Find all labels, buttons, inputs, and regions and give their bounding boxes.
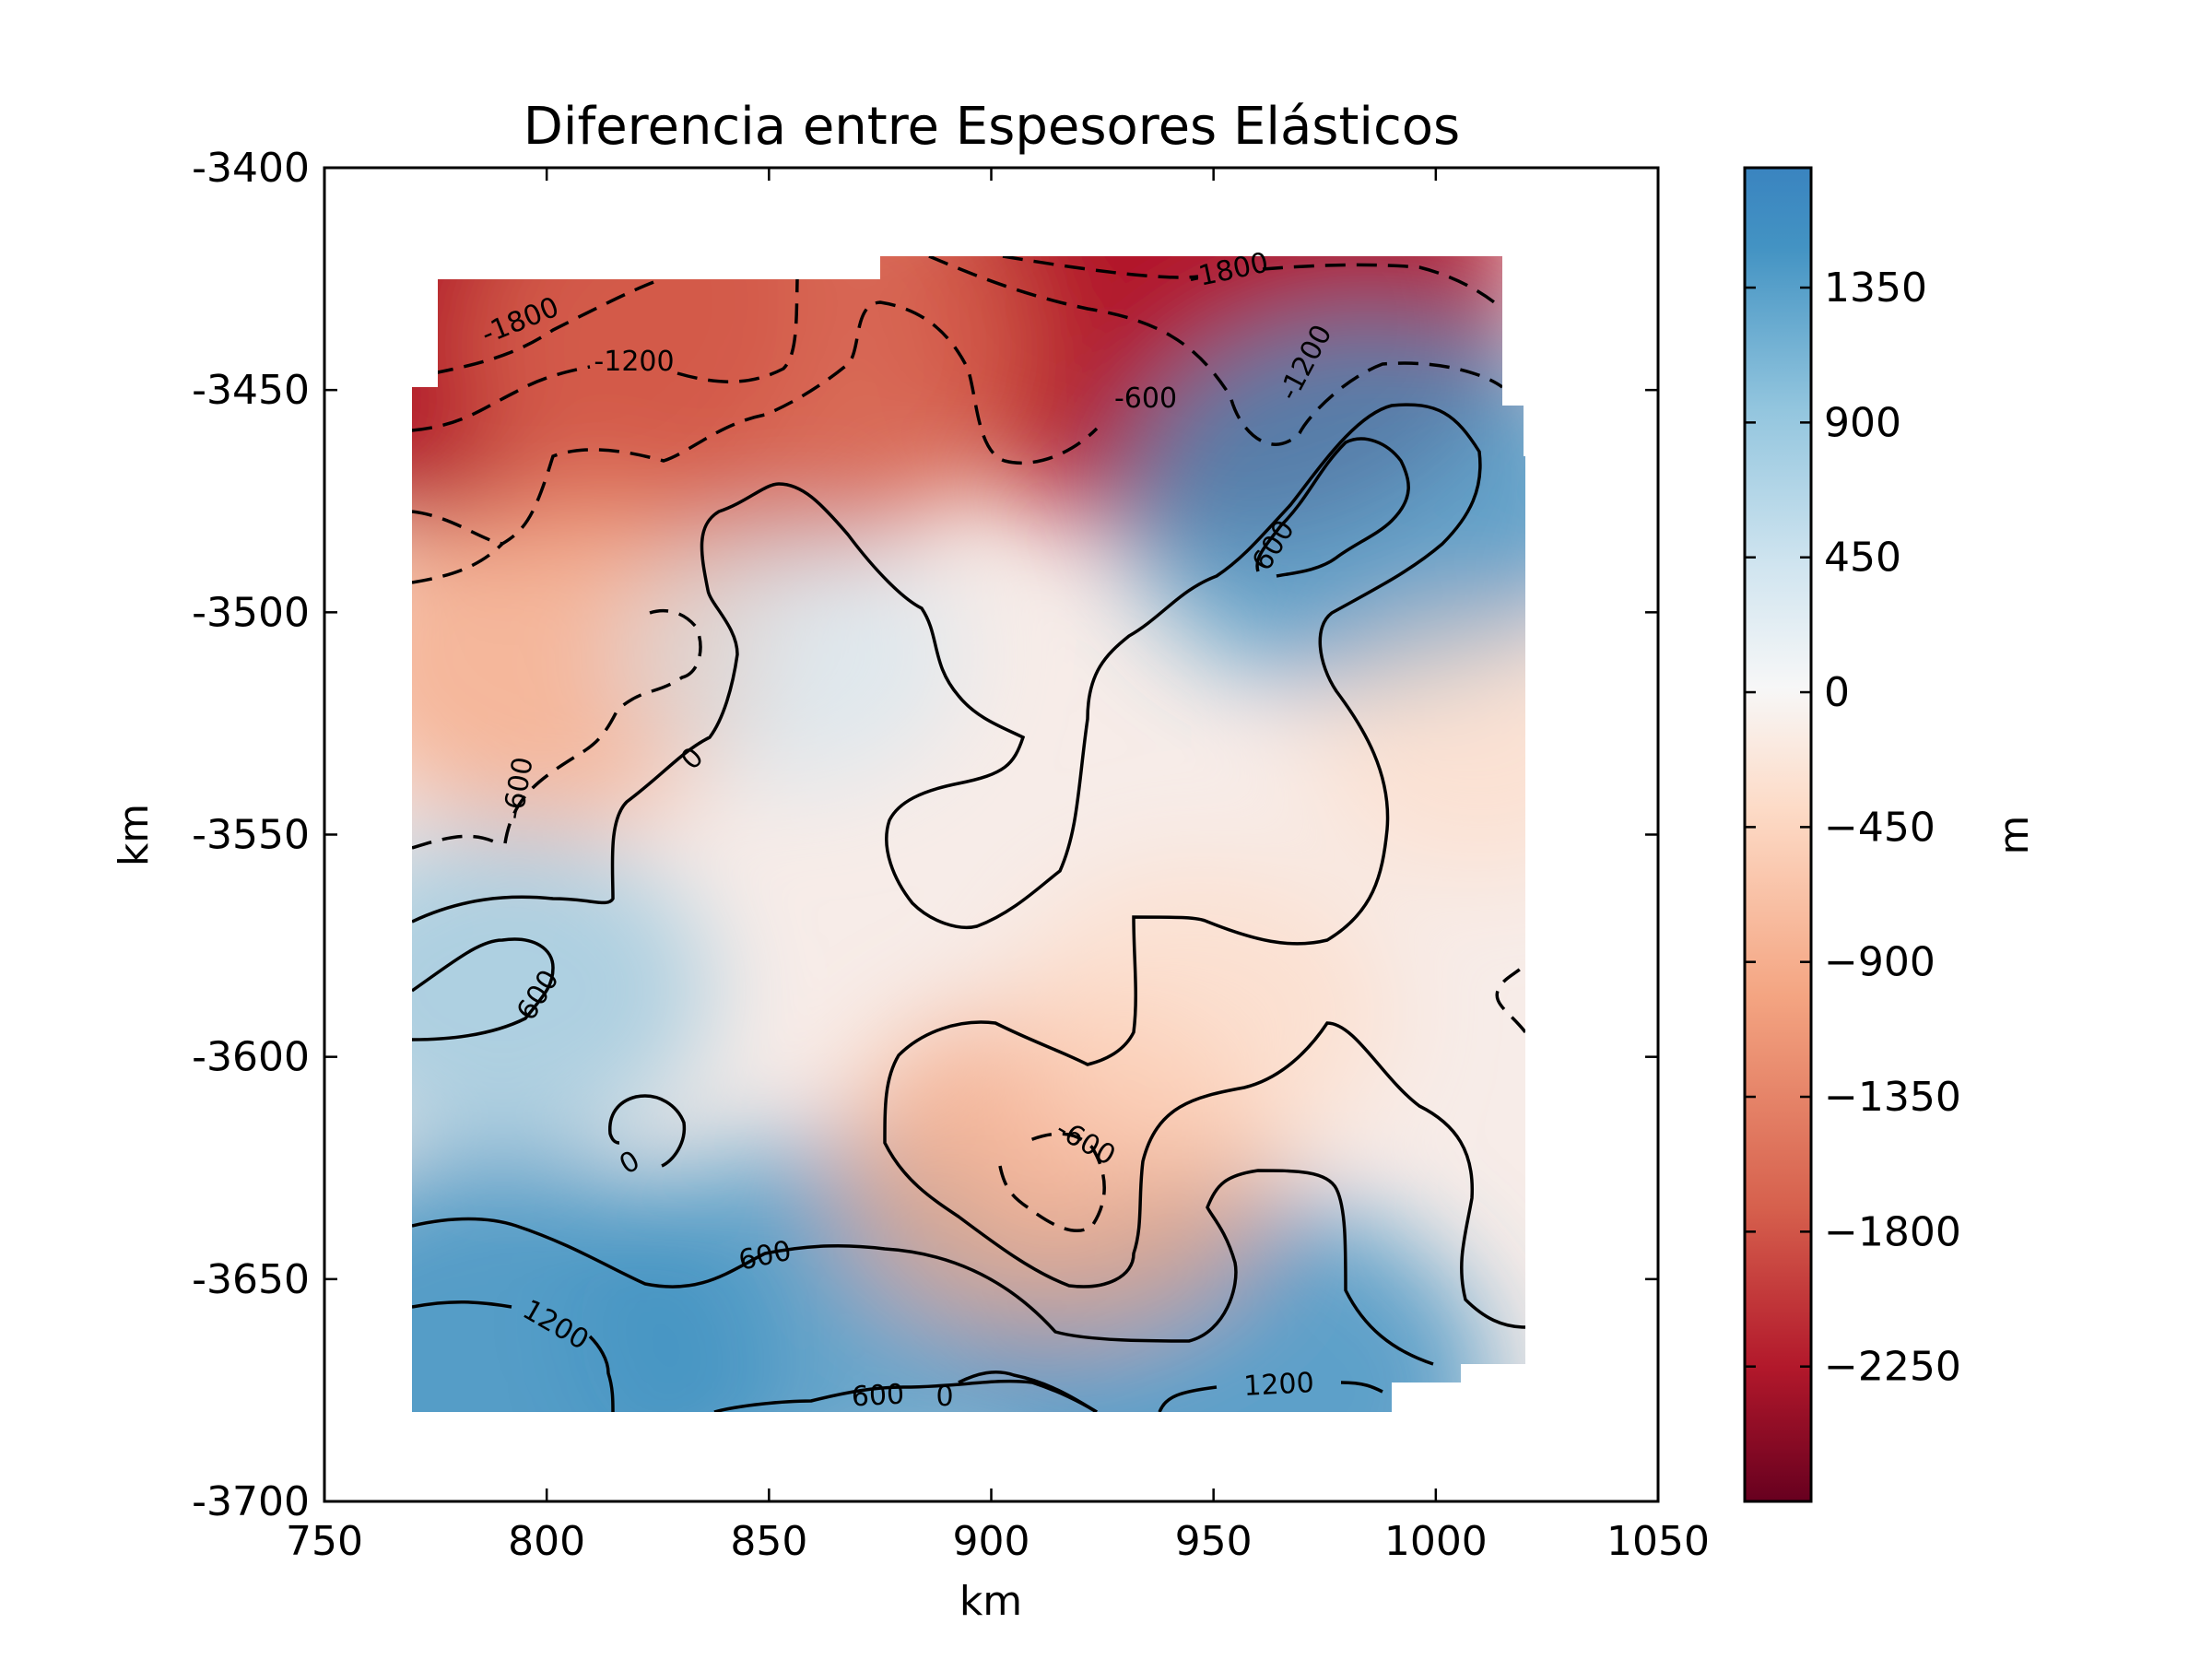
y-tick-label: -3450: [192, 367, 310, 414]
contour-1200-a: [412, 1300, 615, 1412]
y-axis: -3400 -3450 -3500 -3550 -3600 -3650 -3700: [192, 145, 1658, 1525]
contour-label: 0: [935, 1381, 953, 1413]
colorbar-tick-label: 0: [1824, 669, 1850, 716]
y-tick-label: -3550: [192, 812, 310, 859]
contour-zero-small: [608, 1094, 687, 1168]
chart-title: Diferencia entre Espesores Elásticos: [524, 97, 1460, 157]
y-tick-label: -3400: [192, 145, 310, 192]
x-axis: 750 800 850 900 950 1000 1050: [286, 168, 1710, 1565]
heatmap-cell: [1308, 613, 1525, 878]
colorbar-tick-label: 450: [1824, 535, 1901, 582]
contour-minus1200-b: [928, 256, 1504, 446]
contour-label: -1200: [594, 346, 674, 378]
contour-minus600-d: [1495, 962, 1525, 1034]
contour-label: -600: [1114, 382, 1177, 415]
colorbar-tick-label: −450: [1824, 804, 1936, 851]
x-tick-label: 850: [730, 1518, 807, 1565]
y-axis-label: km: [111, 804, 158, 866]
colorbar-ticks: 1350 900 450 0 −450 −900 −1350 −1800 −2250: [1745, 265, 1961, 1391]
heatmap-blobs: [412, 256, 1525, 1412]
y-tick-label: -3500: [192, 589, 310, 636]
heatmap-cell: [619, 524, 963, 789]
colorbar: 1350 900 450 0 −450 −900 −1350 −1800 −2250 m: [1743, 166, 2038, 1503]
colorbar-tick-label: −2250: [1824, 1344, 1961, 1391]
contour-600-d: [1255, 437, 1410, 578]
contour-minus600-c: [998, 1132, 1106, 1232]
contour-600-a: [412, 937, 555, 1041]
colorbar-tick-label: 1350: [1824, 265, 1927, 312]
colorbar-tick-label: −1800: [1824, 1208, 1961, 1255]
heatmap-cell: [1009, 865, 1391, 1159]
contour-minus600-b: [412, 510, 702, 850]
x-tick-label: 750: [286, 1518, 363, 1565]
contour-minus600-a: [412, 300, 1099, 584]
x-axis-label: km: [959, 1578, 1022, 1625]
x-tick-label: 1000: [1384, 1518, 1488, 1565]
x-tick-label: 950: [1175, 1518, 1253, 1565]
colorbar-label: m: [1991, 816, 2038, 855]
heatmap-field: [412, 256, 1525, 1412]
contour-zero-main: [412, 403, 1525, 1329]
y-tick-label: -3600: [192, 1034, 310, 1081]
contour-minus1200-a: [412, 278, 799, 432]
heatmap-cell: [412, 829, 712, 1151]
heatmap-cell: [412, 488, 766, 825]
heatmap-cell: [1123, 312, 1525, 691]
colorbar-gradient: [1743, 166, 1813, 1503]
contour-1200-b: [1158, 1381, 1383, 1412]
x-tick-label: 1050: [1606, 1518, 1710, 1565]
colorbar-tick-label: −900: [1824, 939, 1936, 986]
contour-600-b: [412, 1169, 1434, 1366]
contour-label: 600: [851, 1379, 905, 1414]
contour-lines: [412, 256, 1525, 1412]
x-tick-label: 800: [508, 1518, 585, 1565]
y-tick-label: -3700: [192, 1478, 310, 1525]
contour-minus1800-a: [432, 279, 657, 375]
heatmap-cell: [463, 256, 1030, 564]
colorbar-tick-label: 900: [1824, 399, 1901, 446]
contour-minus1800-b: [1002, 256, 1504, 311]
contour-label: 1200: [1242, 1367, 1314, 1403]
contour-600-c: [713, 1379, 1098, 1412]
y-tick-label: -3650: [192, 1256, 310, 1303]
colorbar-tick-label: −1350: [1824, 1074, 1961, 1121]
x-tick-label: 900: [953, 1518, 1030, 1565]
